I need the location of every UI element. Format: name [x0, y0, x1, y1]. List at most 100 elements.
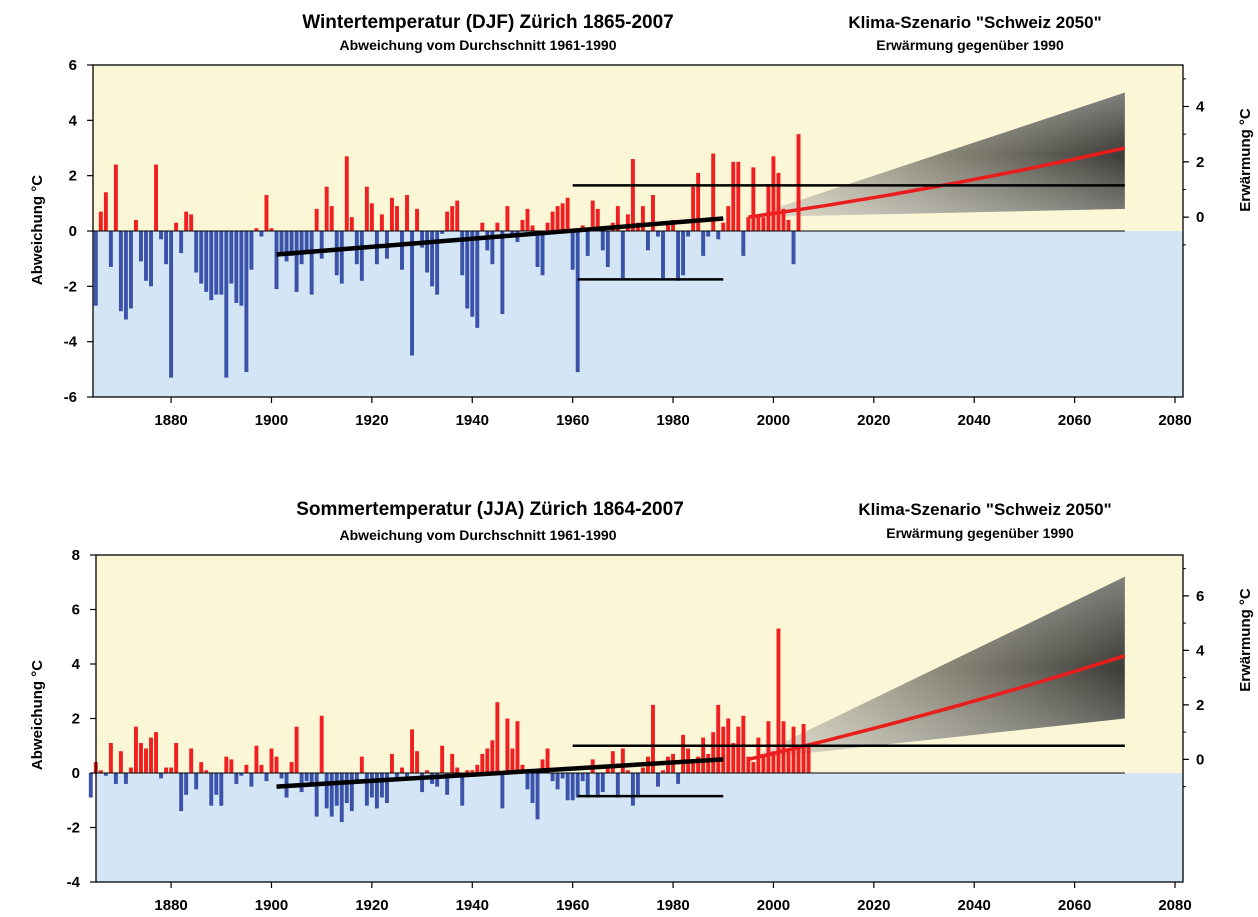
- winter-bar-1976: [651, 195, 655, 231]
- winter-bars: [93, 134, 801, 378]
- winter-bar-1956: [550, 211, 555, 231]
- summer-bar-1945: [495, 702, 500, 773]
- summer-bar-2003: [786, 751, 791, 773]
- summer-bar-1944: [490, 740, 495, 773]
- winter-lower-background: [93, 231, 1183, 397]
- summer-bar-1931: [425, 770, 430, 773]
- summer-bar-1930: [420, 773, 425, 793]
- winter-bar-2005: [796, 134, 801, 231]
- winter-ytick-right-label: 4: [1196, 99, 1205, 116]
- winter-bar-1987: [706, 231, 711, 237]
- winter-xtick-label: 1920: [355, 412, 388, 429]
- summer-bar-1889: [214, 773, 219, 795]
- summer-bar-2005: [796, 748, 801, 773]
- summer-xtick-label: 1920: [355, 897, 388, 914]
- summer-bar-1962: [580, 773, 585, 782]
- summer-bar-1884: [189, 748, 194, 773]
- summer-bar-2000: [771, 751, 776, 773]
- winter-bar-1946: [500, 231, 505, 314]
- summer-bar-1936: [450, 753, 455, 773]
- winter-bar-1961: [575, 231, 580, 373]
- summer-bar-1896: [249, 773, 254, 787]
- winter-y-label: Abweichung °C: [29, 175, 46, 285]
- winter-bar-1887: [204, 231, 209, 292]
- summer-bar-2001: [776, 628, 781, 773]
- winter-bar-2002: [781, 208, 786, 231]
- winter-bar-1892: [229, 231, 234, 284]
- summer-xtick-label: 1880: [154, 897, 187, 914]
- winter-bar-1874: [139, 231, 143, 262]
- winter-bar-1959: [565, 197, 570, 231]
- winter-bar-1898: [259, 231, 264, 237]
- winter-ytick-label: -4: [64, 334, 78, 351]
- summer-subtitle: Abweichung vom Durchschnitt 1961-1990: [340, 527, 617, 543]
- summer-bar-1912: [329, 773, 334, 817]
- summer-bar-1927: [405, 773, 409, 779]
- summer-title: Sommertemperatur (JJA) Zürich 1864-2007: [296, 499, 684, 520]
- summer-ytick-label: 4: [72, 656, 81, 673]
- summer-bar-1868: [108, 743, 113, 773]
- summer-bar-1934: [440, 745, 445, 773]
- winter-bar-1873: [134, 219, 138, 231]
- winter-y-axis: 6 4 2 0 -2 -4 -6: [64, 57, 93, 406]
- summer-bar-1982: [681, 734, 686, 773]
- winter-bar-1980: [671, 219, 676, 231]
- winter-bar-1875: [144, 231, 148, 281]
- winter-bar-1958: [560, 203, 565, 231]
- summer-xtick-label: 1940: [456, 897, 489, 914]
- winter-bar-1884: [189, 214, 194, 231]
- summer-bar-1984: [691, 762, 696, 773]
- winter-bar-1944: [490, 231, 495, 265]
- winter-xtick-label: 1900: [255, 412, 288, 429]
- winter-bar-1870: [118, 231, 123, 312]
- summer-bar-1913: [334, 773, 339, 806]
- winter-bar-1907: [304, 231, 309, 251]
- summer-bar-1990: [721, 726, 726, 773]
- summer-bar-1953: [535, 773, 540, 820]
- winter-bar-1881: [174, 222, 179, 231]
- winter-bar-1905: [294, 231, 299, 292]
- winter-trend-line: [276, 216, 724, 257]
- winter-bar-1964: [590, 200, 595, 231]
- summer-bar-1978: [661, 770, 665, 773]
- winter-bar-1965: [595, 208, 600, 231]
- summer-bar-1918: [359, 756, 364, 773]
- winter-bar-1945: [495, 222, 500, 231]
- winter-bar-1999: [766, 183, 771, 231]
- summer-bar-1917: [354, 773, 359, 784]
- summer-scenario-band-shade: [748, 576, 1125, 760]
- winter-bar-1977: [656, 231, 660, 237]
- summer-bar-1928: [410, 729, 414, 773]
- summer-bar-1907: [304, 773, 309, 782]
- winter-ytick-label: 2: [69, 168, 77, 185]
- winter-bar-1866: [98, 211, 103, 231]
- winter-bar-1882: [179, 231, 184, 254]
- summer-y-label-right: Erwärmung °C: [1237, 588, 1254, 692]
- winter-ytick-label: -6: [64, 389, 77, 406]
- summer-ytick-label: 6: [72, 602, 80, 619]
- summer-bar-1911: [324, 773, 329, 809]
- winter-bar-1981: [676, 231, 681, 281]
- summer-bar-1908: [309, 773, 314, 784]
- winter-bar-1930: [420, 231, 425, 248]
- summer-ytick-label: -2: [67, 820, 80, 837]
- winter-bar-1963: [585, 231, 590, 256]
- summer-bar-1919: [364, 773, 369, 806]
- winter-bar-1967: [605, 231, 610, 267]
- summer-bar-1881: [174, 743, 179, 773]
- winter-subtitle: Abweichung vom Durchschnitt 1961-1990: [340, 37, 617, 53]
- summer-bar-1921: [374, 773, 379, 809]
- winter-bar-1951: [525, 208, 530, 231]
- summer-ytick-right-label: 0: [1196, 751, 1204, 768]
- summer-xtick-label: 2020: [857, 897, 890, 914]
- winter-bar-2000: [771, 156, 776, 231]
- summer-bar-1937: [455, 767, 460, 773]
- summer-bar-1901: [274, 756, 279, 773]
- winter-xtick-label: 2040: [958, 412, 991, 429]
- summer-bar-1940: [470, 770, 475, 773]
- winter-bar-1953: [535, 231, 540, 267]
- summer-bar-1874: [139, 743, 143, 773]
- summer-bar-1909: [314, 773, 319, 817]
- winter-bar-1936: [450, 206, 455, 231]
- winter-bar-1893: [234, 231, 239, 303]
